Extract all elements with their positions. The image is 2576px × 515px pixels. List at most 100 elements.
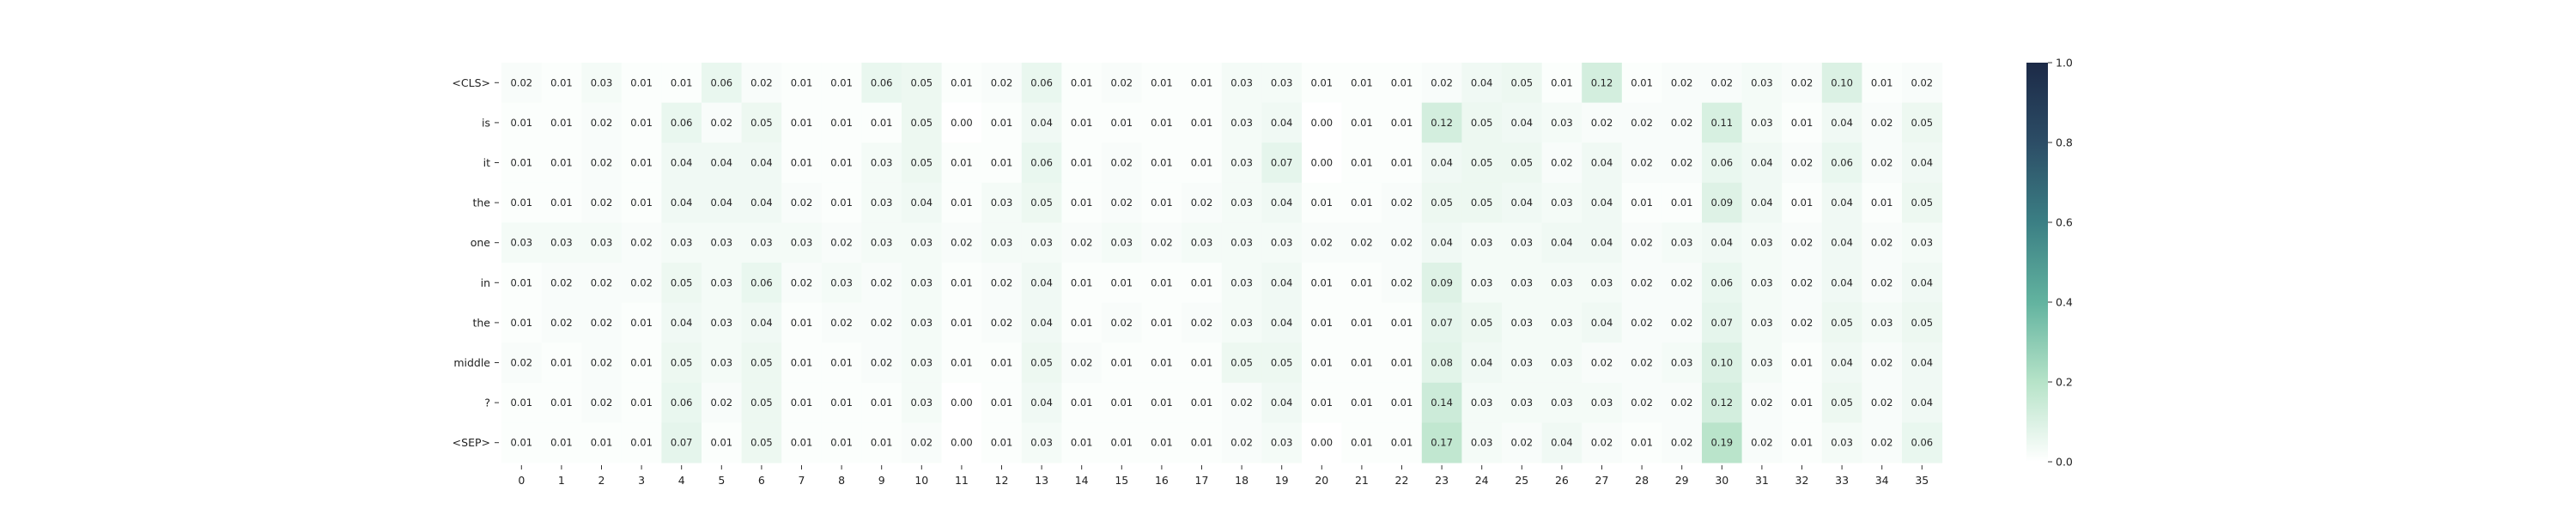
heatmap-cell bbox=[1902, 263, 1943, 304]
cell-value-label: 0.02 bbox=[1791, 317, 1814, 329]
cell-value-label: 0.00 bbox=[951, 117, 973, 129]
heatmap-cell bbox=[861, 382, 902, 423]
cell-value-label: 0.01 bbox=[671, 76, 693, 88]
heatmap-cell bbox=[981, 222, 1023, 264]
cell-value-label: 0.03 bbox=[710, 237, 732, 249]
x-tick-label: 0 bbox=[518, 474, 525, 487]
heatmap-cell bbox=[1782, 63, 1823, 104]
cell-value-label: 0.01 bbox=[991, 157, 1013, 169]
cell-value-label: 0.04 bbox=[710, 157, 732, 169]
heatmap-cell bbox=[781, 342, 823, 384]
cell-value-label: 0.01 bbox=[1071, 76, 1093, 88]
cell-value-label: 0.02 bbox=[910, 437, 933, 449]
heatmap-cell bbox=[1382, 382, 1423, 423]
cell-value-label: 0.01 bbox=[550, 197, 573, 209]
cell-value-label: 0.02 bbox=[1071, 357, 1093, 369]
heatmap-cell bbox=[1621, 422, 1662, 464]
heatmap-cell bbox=[1621, 302, 1662, 343]
heatmap-cell bbox=[1421, 263, 1462, 304]
cell-value-label: 0.02 bbox=[591, 117, 613, 129]
heatmap-cell bbox=[1782, 382, 1823, 423]
cell-value-label: 0.03 bbox=[1510, 397, 1533, 409]
cell-value-label: 0.04 bbox=[1591, 197, 1613, 209]
cell-value-label: 0.08 bbox=[1431, 357, 1453, 369]
heatmap-cell bbox=[1541, 342, 1583, 384]
cell-value-label: 0.04 bbox=[1751, 157, 1773, 169]
cell-value-label: 0.05 bbox=[1471, 117, 1493, 129]
cell-value-label: 0.01 bbox=[1191, 117, 1213, 129]
cell-value-label: 0.02 bbox=[1631, 117, 1653, 129]
heatmap-cell bbox=[1302, 422, 1343, 464]
heatmap-cell bbox=[1582, 142, 1623, 184]
cell-value-label: 0.01 bbox=[1110, 276, 1133, 288]
heatmap-cell bbox=[1702, 342, 1743, 384]
heatmap-cell bbox=[1741, 342, 1783, 384]
cell-value-label: 0.04 bbox=[1030, 117, 1053, 129]
heatmap-cell bbox=[1821, 142, 1862, 184]
heatmap-cell bbox=[1382, 142, 1423, 184]
heatmap-cell bbox=[861, 182, 902, 223]
heatmap-cell bbox=[902, 102, 943, 143]
heatmap-cell bbox=[1221, 302, 1262, 343]
cell-value-label: 0.01 bbox=[830, 357, 853, 369]
cell-value-label: 0.01 bbox=[630, 317, 653, 329]
heatmap-cell bbox=[1182, 222, 1223, 264]
heatmap-cell bbox=[1702, 182, 1743, 223]
heatmap-cell bbox=[621, 263, 662, 304]
cell-value-label: 0.05 bbox=[750, 357, 773, 369]
heatmap-cell bbox=[1461, 142, 1503, 184]
cell-value-label: 0.02 bbox=[1871, 397, 1893, 409]
heatmap-cell bbox=[861, 263, 902, 304]
cell-value-label: 0.01 bbox=[1110, 437, 1133, 449]
heatmap-cell bbox=[621, 142, 662, 184]
cell-value-label: 0.05 bbox=[1911, 117, 1933, 129]
heatmap-cell bbox=[1862, 263, 1903, 304]
cell-value-label: 0.01 bbox=[871, 437, 893, 449]
cell-value-label: 0.03 bbox=[830, 276, 853, 288]
cell-value-label: 0.03 bbox=[1230, 276, 1253, 288]
cell-value-label: 0.01 bbox=[1351, 276, 1373, 288]
cell-value-label: 0.05 bbox=[1030, 197, 1053, 209]
cell-value-label: 0.01 bbox=[1391, 117, 1413, 129]
x-tick-label: 22 bbox=[1395, 474, 1409, 487]
cell-value-label: 0.02 bbox=[1510, 437, 1533, 449]
cell-value-label: 0.14 bbox=[1431, 397, 1453, 409]
cell-value-label: 0.01 bbox=[991, 397, 1013, 409]
cell-value-label: 0.01 bbox=[791, 437, 813, 449]
heatmap-cell bbox=[1141, 302, 1182, 343]
cell-value-label: 0.01 bbox=[510, 276, 532, 288]
heatmap-cell bbox=[1621, 102, 1662, 143]
x-tick-label: 23 bbox=[1435, 474, 1449, 487]
heatmap-cell bbox=[1461, 182, 1503, 223]
heatmap-cell bbox=[1621, 142, 1662, 184]
cell-value-label: 0.01 bbox=[1310, 197, 1333, 209]
heatmap-cell bbox=[1541, 63, 1583, 104]
cell-value-label: 0.02 bbox=[1191, 317, 1213, 329]
cell-value-label: 0.04 bbox=[1271, 276, 1293, 288]
heatmap-cell bbox=[1902, 222, 1943, 264]
cell-value-label: 0.03 bbox=[910, 317, 933, 329]
cell-value-label: 0.02 bbox=[1671, 437, 1693, 449]
heatmap-cell bbox=[1102, 182, 1143, 223]
heatmap-cell bbox=[1662, 142, 1703, 184]
x-tick-label: 8 bbox=[838, 474, 845, 487]
heatmap-cell bbox=[1782, 102, 1823, 143]
colorbar-tick-label: 1.0 bbox=[2056, 57, 2073, 70]
cell-value-label: 0.05 bbox=[750, 437, 773, 449]
cell-value-label: 0.02 bbox=[1631, 237, 1653, 249]
cell-value-label: 0.04 bbox=[910, 197, 933, 209]
cell-value-label: 0.01 bbox=[830, 76, 853, 88]
heatmap-cell bbox=[861, 222, 902, 264]
cell-value-label: 0.04 bbox=[1591, 317, 1613, 329]
cell-value-label: 0.03 bbox=[1751, 117, 1773, 129]
cell-value-label: 0.01 bbox=[1151, 276, 1173, 288]
cell-value-label: 0.04 bbox=[1911, 397, 1933, 409]
heatmap-cell bbox=[1782, 263, 1823, 304]
heatmap-cell bbox=[821, 182, 862, 223]
heatmap-cell bbox=[1141, 182, 1182, 223]
x-tick-label: 11 bbox=[955, 474, 969, 487]
cell-value-label: 0.02 bbox=[1391, 276, 1413, 288]
colorbar-tick-label: 0.2 bbox=[2056, 376, 2073, 389]
cell-value-label: 0.02 bbox=[1391, 197, 1413, 209]
heatmap-cell bbox=[1421, 63, 1462, 104]
